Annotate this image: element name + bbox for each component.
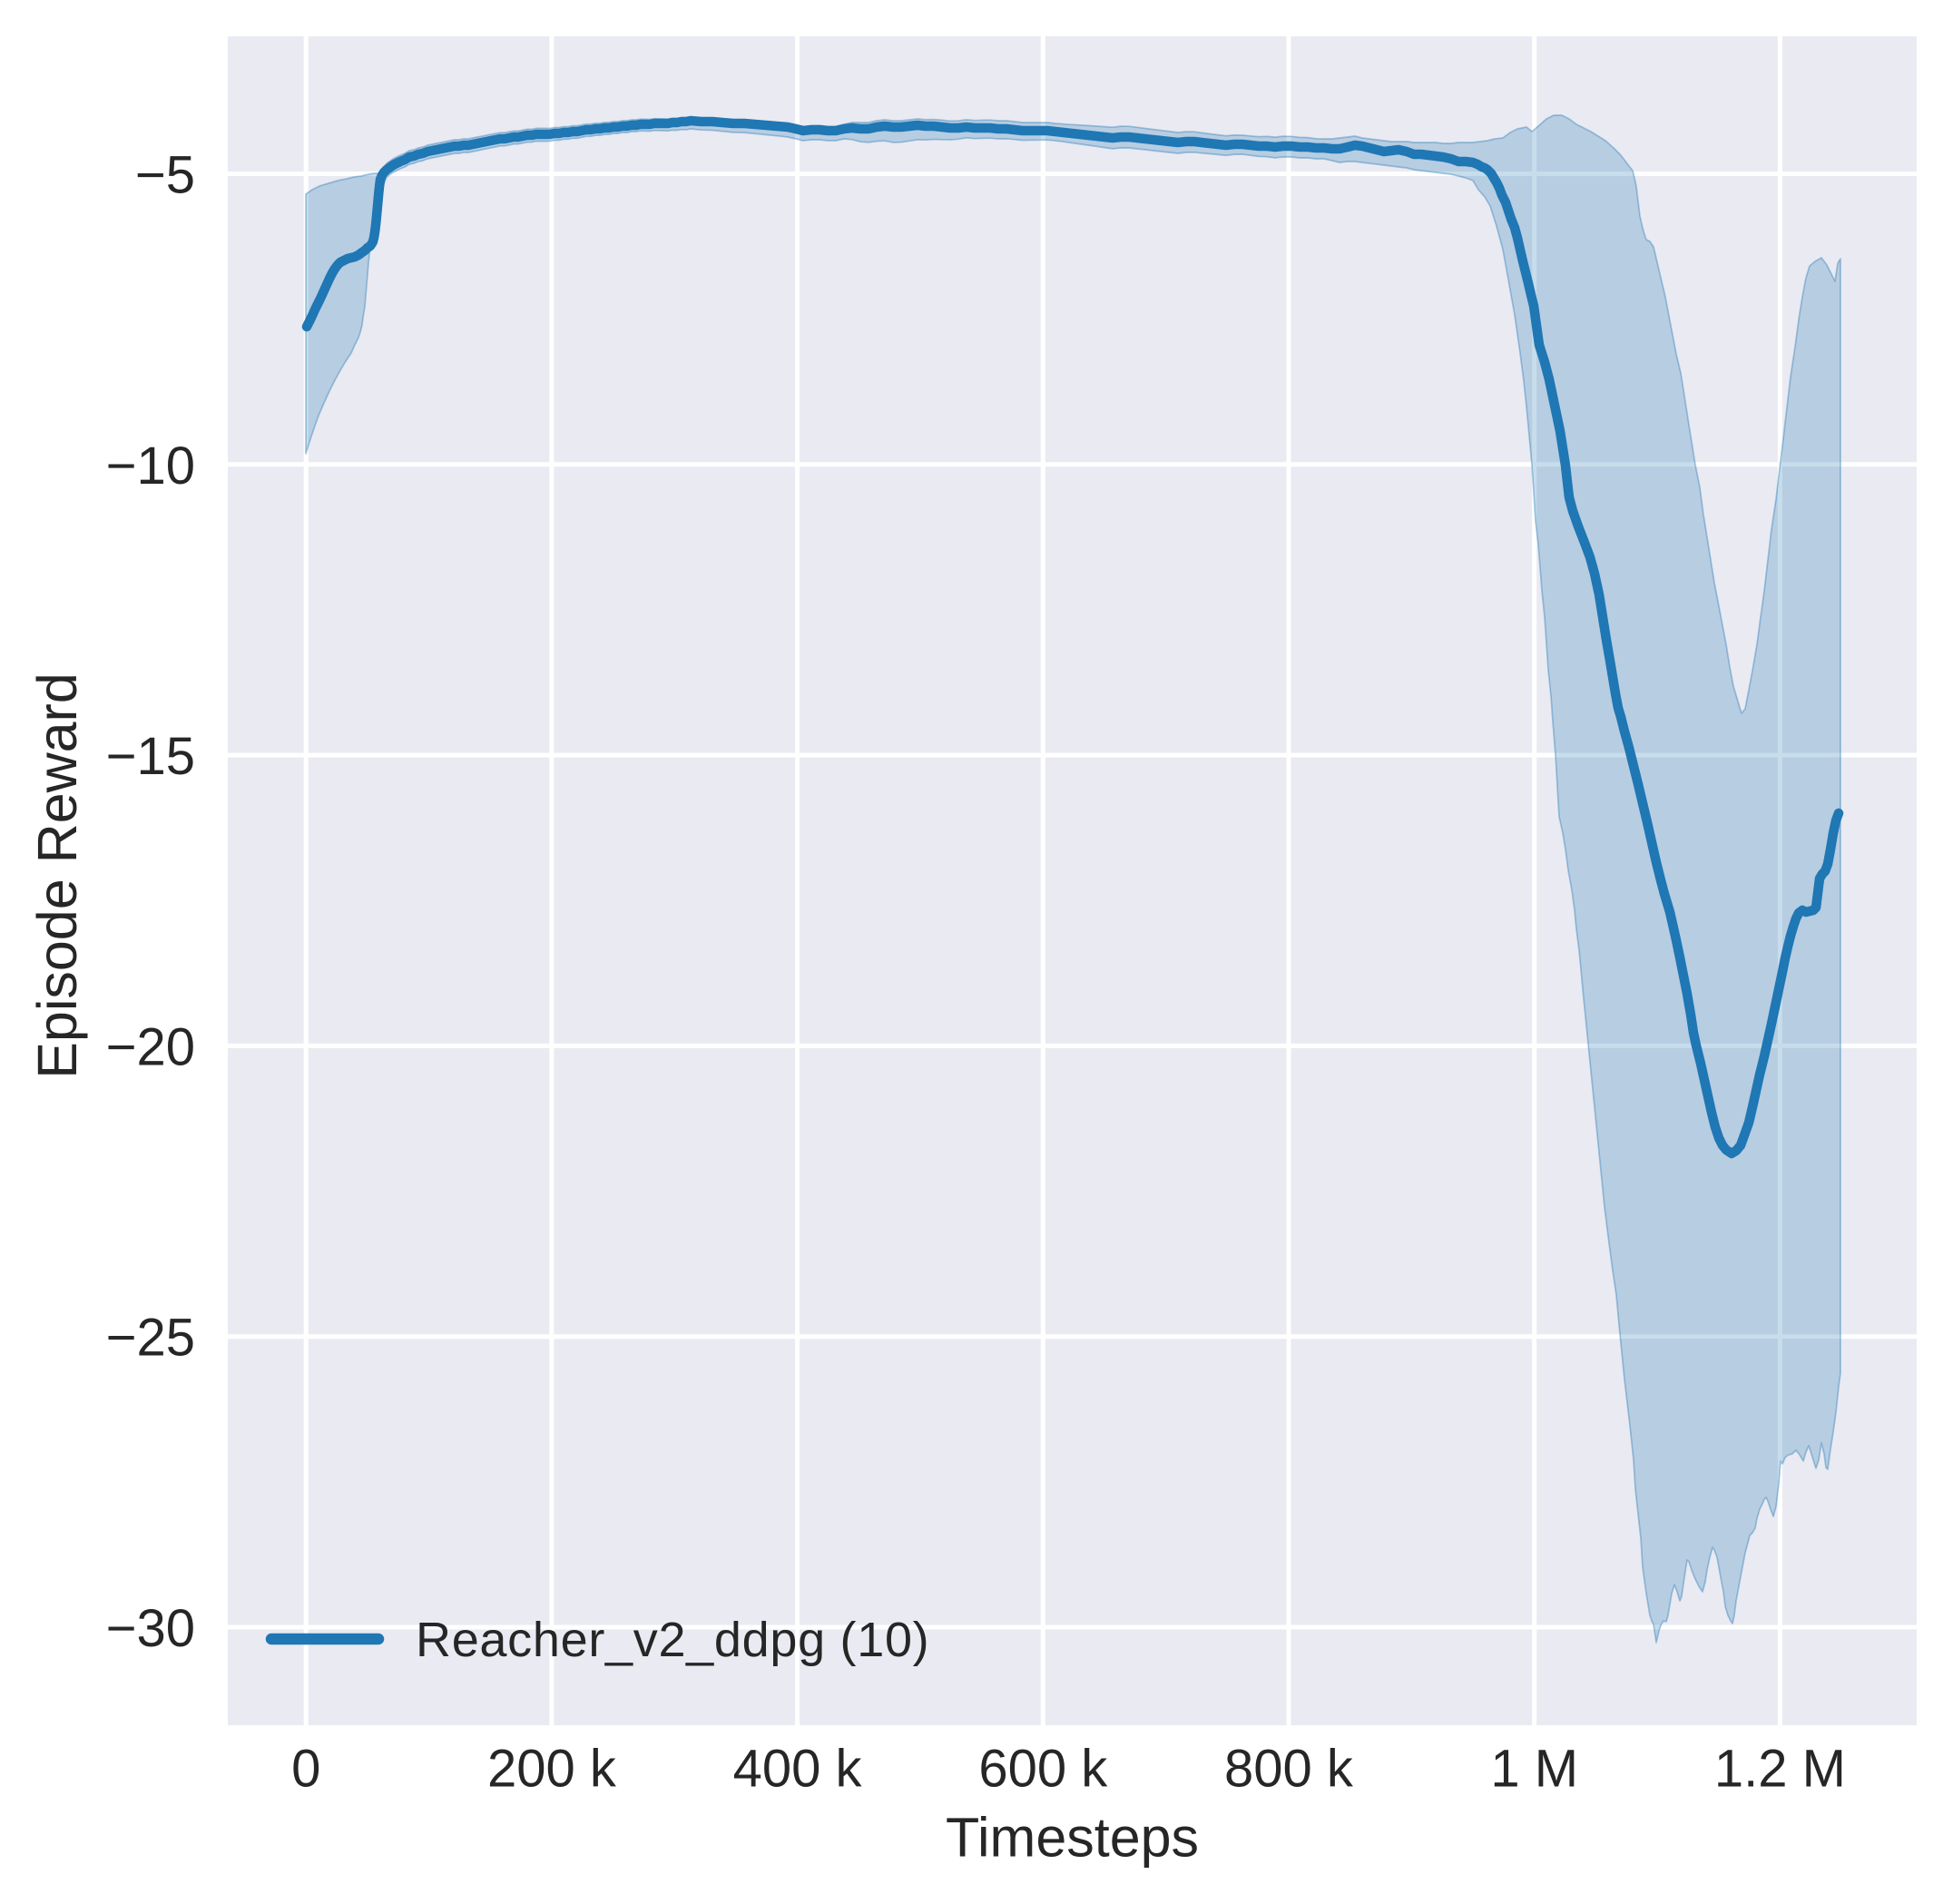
svg-text:600 k: 600 k (978, 1740, 1108, 1799)
svg-text:1 M: 1 M (1490, 1740, 1578, 1799)
svg-text:−5: −5 (135, 146, 195, 205)
svg-text:200 k: 200 k (487, 1740, 617, 1799)
svg-text:Reacher_v2_ddpg (10): Reacher_v2_ddpg (10) (416, 1613, 929, 1667)
svg-text:−30: −30 (106, 1599, 195, 1658)
svg-text:−15: −15 (106, 727, 195, 786)
svg-text:−25: −25 (106, 1309, 195, 1368)
svg-text:800 k: 800 k (1224, 1740, 1354, 1799)
svg-text:Timesteps: Timesteps (946, 1807, 1199, 1869)
svg-text:Episode Reward: Episode Reward (26, 672, 88, 1079)
svg-text:400 k: 400 k (733, 1740, 863, 1799)
svg-text:−20: −20 (106, 1017, 195, 1076)
svg-text:−10: −10 (106, 437, 195, 496)
svg-text:1.2 M: 1.2 M (1714, 1740, 1846, 1799)
svg-text:0: 0 (291, 1740, 320, 1799)
